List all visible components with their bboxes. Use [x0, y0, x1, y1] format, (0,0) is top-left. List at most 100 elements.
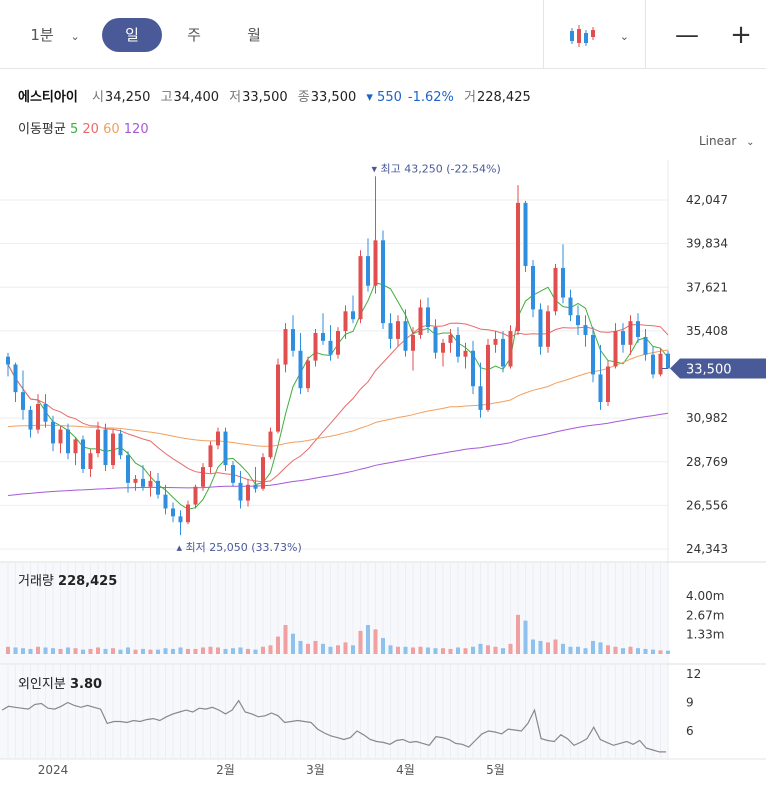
- volume-bar: [193, 648, 198, 654]
- candle-body: [133, 478, 138, 483]
- candle: [553, 264, 558, 316]
- ma120-legend: 120: [123, 122, 149, 137]
- candle: [313, 329, 318, 367]
- candle: [141, 465, 145, 491]
- candle: [178, 510, 183, 536]
- candle-body: [283, 329, 288, 365]
- candle-body: [298, 350, 303, 389]
- candle: [628, 315, 633, 355]
- candle-body: [261, 457, 265, 489]
- volume-bar: [88, 648, 93, 654]
- candle: [43, 394, 48, 428]
- volume-bar: [583, 648, 588, 654]
- tab-week[interactable]: 주: [172, 18, 216, 52]
- ma-legend-label: 이동평균: [18, 122, 66, 137]
- candle-body: [73, 439, 78, 454]
- candle-body: [381, 240, 385, 324]
- candle-body: [58, 429, 63, 444]
- candle: [411, 327, 415, 371]
- foreign-tick-label: 12: [686, 667, 701, 681]
- candle-body: [546, 311, 550, 347]
- candle-body: [163, 494, 168, 509]
- volume-bar: [141, 648, 145, 654]
- candle: [658, 348, 663, 377]
- candle-body: [471, 350, 475, 387]
- volume-bar: [246, 648, 250, 654]
- candle-body: [366, 256, 370, 286]
- candle-body: [321, 333, 325, 341]
- candle: [21, 370, 25, 420]
- candle-body: [418, 307, 423, 335]
- plus-icon: +: [730, 20, 752, 50]
- volume-bar: [276, 636, 280, 654]
- tab-week-label: 주: [187, 26, 201, 44]
- candle-body: [246, 484, 250, 501]
- volume-bar: [268, 645, 273, 654]
- candle-body: [568, 297, 573, 316]
- foreign-title-value: 3.80: [69, 677, 103, 692]
- volume-bar: [216, 647, 220, 654]
- volume-bar: [253, 649, 258, 654]
- candle-body: [36, 403, 40, 430]
- volume-bar: [171, 648, 175, 654]
- volume-bar: [418, 646, 423, 654]
- candle-body: [141, 478, 145, 487]
- ma60-line: [7, 349, 669, 447]
- chart-type-select[interactable]: ⌄: [558, 18, 638, 52]
- volume-title-value: 228,425: [58, 574, 118, 589]
- candle: [463, 342, 468, 369]
- volume-bar: [508, 643, 513, 654]
- zoom-in-button[interactable]: +: [724, 18, 758, 52]
- volume-bar: [411, 647, 415, 654]
- candle-body: [66, 429, 70, 454]
- candle-body: [538, 309, 543, 347]
- scale-select[interactable]: Linear ⌄: [699, 134, 755, 148]
- candle: [148, 470, 153, 497]
- high-label: 고: [160, 90, 173, 105]
- zoom-out-button[interactable]: —: [670, 18, 704, 52]
- candle: [373, 176, 378, 294]
- candle: [448, 329, 453, 353]
- volume-bar: [463, 648, 468, 654]
- interval-select[interactable]: 1분 ⌄: [20, 18, 90, 52]
- volume-bar: [21, 648, 25, 654]
- candle: [643, 329, 648, 361]
- candle-body: [328, 340, 333, 355]
- candle-body: [336, 331, 340, 355]
- volume-bar: [156, 649, 160, 654]
- tab-day[interactable]: 일: [102, 18, 162, 52]
- ma60-legend: 60: [103, 122, 120, 137]
- volume-bar: [471, 646, 475, 654]
- candle: [613, 323, 618, 369]
- volume-bar: [6, 646, 10, 654]
- close-value: 33,500: [310, 90, 357, 105]
- candle: [493, 331, 498, 353]
- candlestick-icon: [570, 24, 595, 47]
- candle: [81, 435, 85, 473]
- candle-body: [193, 486, 198, 505]
- candle-body: [13, 364, 18, 393]
- candle: [36, 394, 40, 434]
- candle-body: [253, 484, 258, 489]
- current-price-label: 33,500: [686, 362, 732, 377]
- tab-month[interactable]: 월: [232, 18, 276, 52]
- candle: [88, 449, 93, 477]
- tab-month-label: 월: [247, 26, 261, 44]
- high-value: 34,400: [173, 90, 220, 105]
- candle: [253, 467, 258, 493]
- candle-body: [598, 374, 603, 402]
- candle-body: [553, 267, 558, 312]
- x-tick-label: 5월: [486, 763, 505, 777]
- candle: [343, 305, 348, 339]
- chevron-down-icon: ⌄: [619, 30, 629, 43]
- candle: [561, 244, 565, 304]
- candle: [471, 340, 475, 395]
- candle-body: [643, 336, 648, 355]
- volume-bar: [486, 645, 490, 654]
- candle: [216, 427, 220, 450]
- min-annotation: ▴ 최저 25,050 (33.73%): [177, 541, 302, 554]
- candle-body: [508, 331, 513, 367]
- volume-bar: [658, 650, 663, 654]
- candle: [478, 362, 483, 418]
